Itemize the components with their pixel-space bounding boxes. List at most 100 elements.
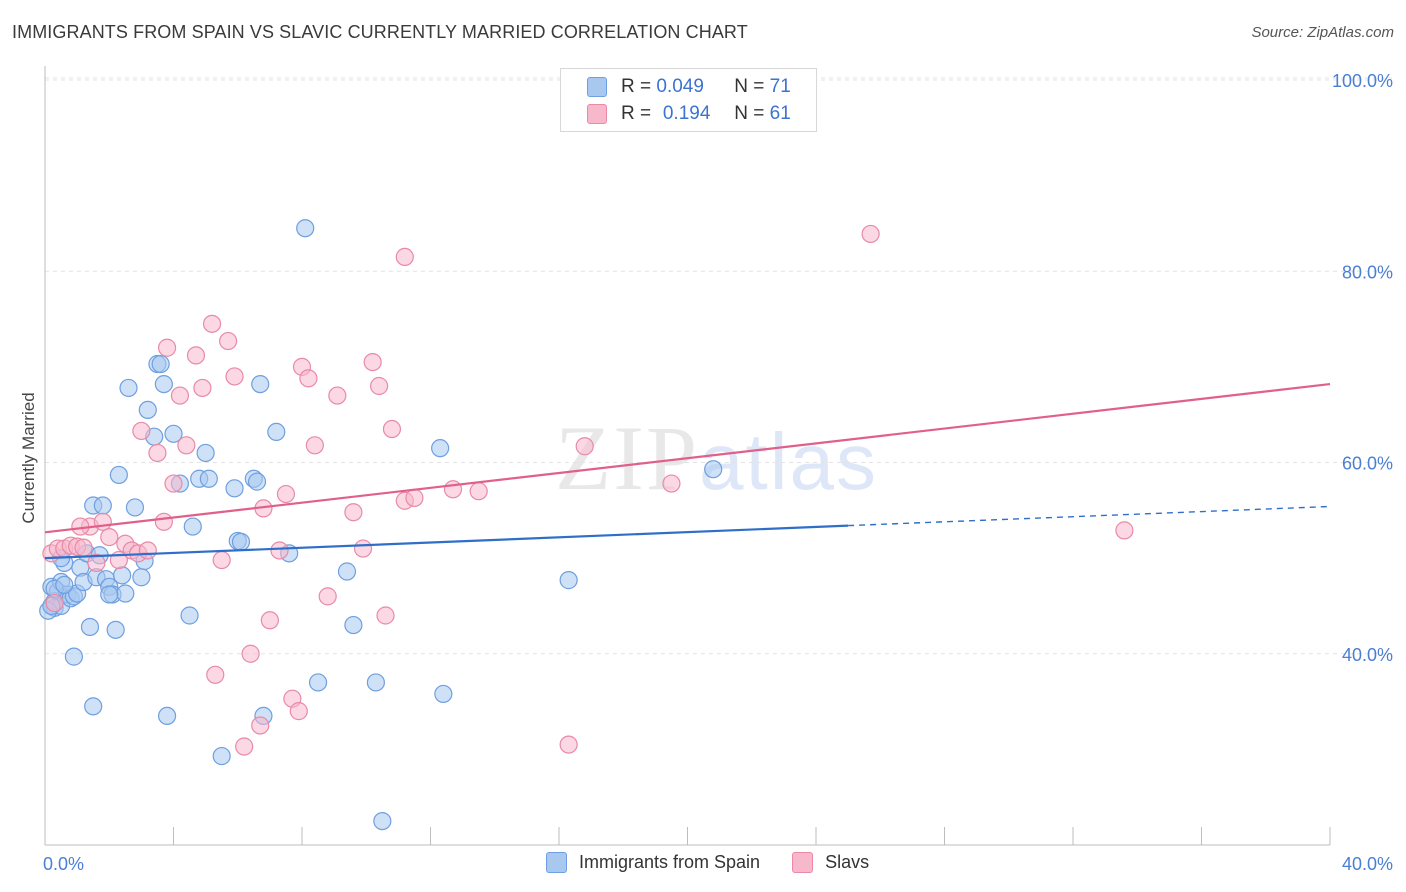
legend-r-label: R = xyxy=(621,103,652,124)
point-spain xyxy=(100,585,119,604)
axes xyxy=(44,66,1331,846)
point-spain xyxy=(84,697,103,716)
point-spain xyxy=(93,496,112,515)
point-slavs xyxy=(148,443,167,463)
point-spain xyxy=(431,439,450,458)
point-spain xyxy=(337,562,357,581)
point-slavs xyxy=(219,331,238,351)
point-slavs xyxy=(395,247,414,267)
point-spain xyxy=(157,706,177,726)
point-slavs xyxy=(662,474,681,493)
point-slavs xyxy=(382,419,402,439)
point-slavs xyxy=(370,376,389,396)
point-slavs xyxy=(225,367,244,386)
point-slavs xyxy=(74,538,93,557)
point-spain xyxy=(132,568,151,587)
point-slavs xyxy=(305,436,324,455)
legend-n-label: N = xyxy=(734,76,765,97)
point-slavs xyxy=(241,644,260,663)
data-points xyxy=(39,219,1134,831)
point-slavs xyxy=(138,541,157,560)
point-spain xyxy=(183,517,202,536)
point-spain xyxy=(296,219,315,238)
point-spain xyxy=(55,575,74,595)
legend-n-label: N = xyxy=(734,103,765,124)
trend-line-spain xyxy=(44,524,849,560)
point-slavs xyxy=(87,553,106,573)
point-spain xyxy=(151,354,170,374)
point-spain xyxy=(559,571,578,590)
point-slavs xyxy=(363,352,382,372)
trend-line-spain-extension xyxy=(848,505,1331,527)
x-tick-label: 0.0% xyxy=(43,854,84,874)
point-slavs xyxy=(132,421,151,441)
point-spain xyxy=(154,374,173,394)
point-spain xyxy=(366,673,385,692)
point-slavs xyxy=(193,378,212,398)
legend-row-spain: R = 0.049 N = 71 xyxy=(587,75,791,99)
point-slavs xyxy=(164,474,183,493)
grid-lines xyxy=(45,77,1392,655)
series-label-spain: Immigrants from Spain xyxy=(579,852,761,872)
series-swatch-slavs xyxy=(792,852,814,873)
legend-r-label: R = xyxy=(621,76,652,97)
point-slavs xyxy=(559,735,578,754)
point-slavs xyxy=(93,512,112,531)
point-spain xyxy=(64,647,84,666)
legend-n-value: 71 xyxy=(769,76,791,97)
point-spain xyxy=(308,673,328,692)
point-slavs xyxy=(186,346,206,365)
point-slavs xyxy=(328,386,347,405)
point-spain xyxy=(373,811,392,831)
trend-line-slavs xyxy=(44,382,1331,534)
point-spain xyxy=(112,566,132,585)
point-slavs xyxy=(177,436,196,455)
point-slavs xyxy=(251,716,270,735)
legend-swatch-slavs xyxy=(587,104,607,124)
point-spain xyxy=(138,400,157,420)
point-slavs xyxy=(318,587,337,606)
point-spain xyxy=(119,378,138,398)
point-slavs xyxy=(154,512,173,531)
point-spain xyxy=(125,498,145,517)
y-axis-label: Currently Married xyxy=(19,392,38,523)
y-tick-label: 40.0% xyxy=(1342,645,1393,665)
point-spain xyxy=(196,443,215,463)
series-legend: Immigrants from Spain Slavs xyxy=(546,852,901,873)
point-slavs xyxy=(575,437,594,456)
point-spain xyxy=(116,584,135,603)
legend-n-value: 61 xyxy=(769,103,791,124)
point-spain xyxy=(344,615,363,635)
point-slavs xyxy=(270,541,289,560)
point-slavs xyxy=(260,611,279,630)
series-label-slavs: Slavs xyxy=(825,852,870,872)
point-spain xyxy=(434,684,453,704)
point-slavs xyxy=(376,606,395,625)
point-slavs xyxy=(157,338,177,357)
legend-r-value: 0.049 xyxy=(656,76,704,97)
point-slavs xyxy=(170,386,190,405)
point-slavs xyxy=(344,503,363,522)
point-slavs xyxy=(276,484,296,504)
point-slavs xyxy=(212,550,231,570)
y-tick-label: 60.0% xyxy=(1342,454,1393,474)
point-spain xyxy=(247,472,267,491)
source-credit: Source: ZipAtlas.com xyxy=(1251,24,1394,41)
point-spain xyxy=(251,374,270,394)
point-slavs xyxy=(469,482,488,501)
point-slavs xyxy=(202,314,222,333)
legend-swatch-spain xyxy=(587,77,607,97)
point-slavs xyxy=(405,488,424,507)
point-spain xyxy=(80,617,100,637)
point-spain xyxy=(180,606,199,625)
series-legend-item-spain: Immigrants from Spain xyxy=(546,852,760,873)
point-slavs xyxy=(353,539,373,558)
point-spain xyxy=(109,465,128,485)
point-slavs xyxy=(45,593,64,613)
point-spain xyxy=(225,479,244,498)
axis-labels: 40.0% 60.0% 80.0% 100.0% 0.0% 40.0% Currently … xyxy=(19,71,1393,874)
point-slavs xyxy=(289,702,308,721)
series-swatch-spain xyxy=(546,852,567,873)
point-spain xyxy=(704,460,723,479)
x-tick-label: 40.0% xyxy=(1342,854,1393,874)
